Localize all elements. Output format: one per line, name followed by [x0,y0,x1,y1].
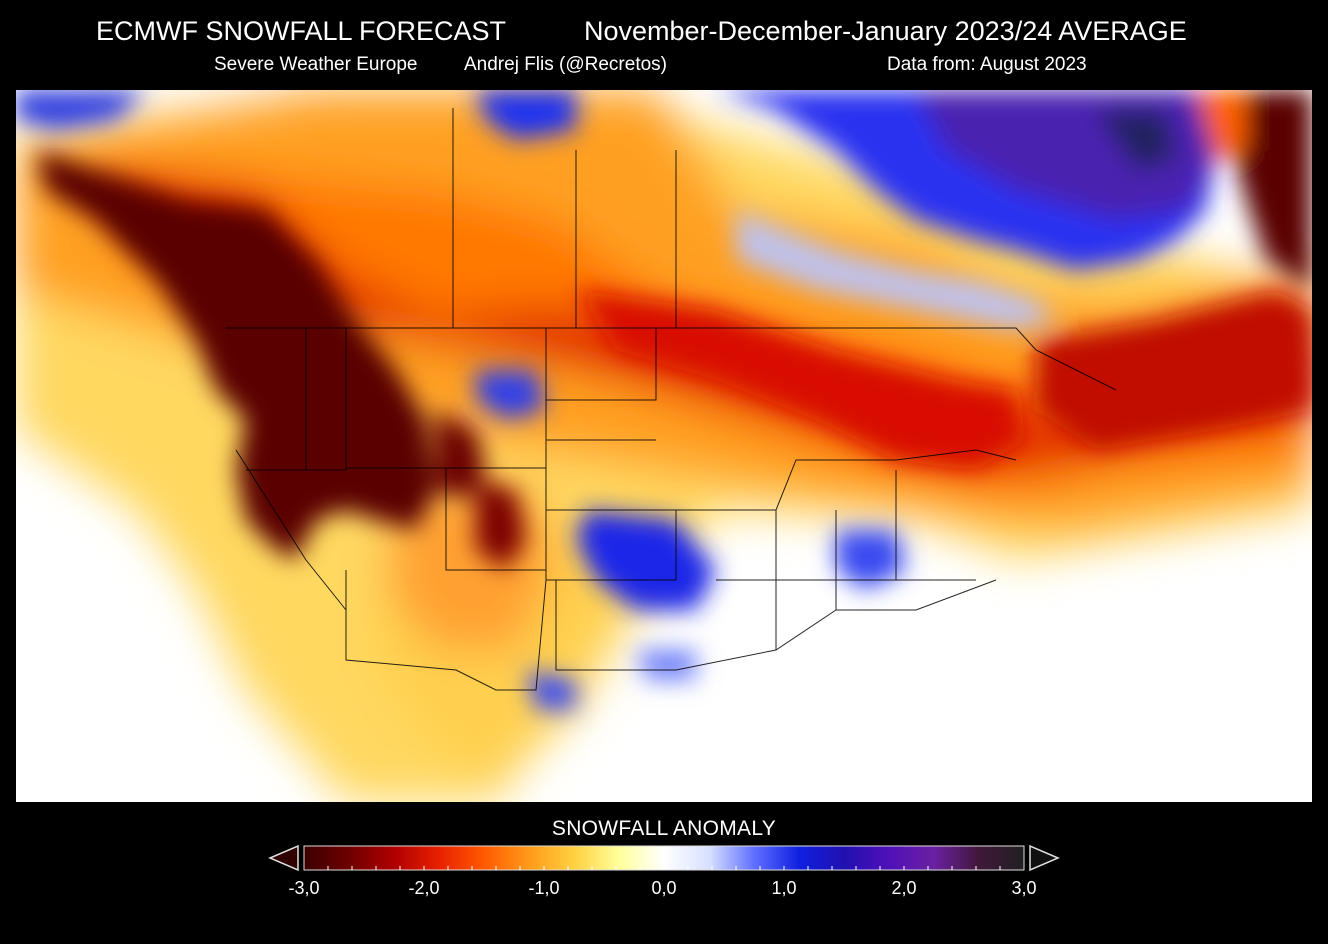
map-subtitle: Severe Weather Europe Andrej Flis (@Recr… [0,52,1328,78]
map-canvas [16,90,1312,802]
legend-tick-marks [327,866,1001,870]
legend-tick-labels: -3,0 -2,0 -1,0 0,0 1,0 2,0 3,0 [0,876,1328,902]
subtitle-data-date: Data from: August 2023 [887,54,1087,75]
legend-tick-label: -1,0 [528,878,560,898]
legend-tick-label: 2,0 [891,878,917,898]
legend-tick-label: -2,0 [408,878,440,898]
legend-upper-arrow [1029,844,1060,872]
legend-tick-label: 0,0 [651,878,677,898]
legend-bar [268,844,1060,872]
title-left: ECMWF SNOWFALL FORECAST [96,16,507,46]
state-border-line [546,328,657,401]
subtitle-author: Andrej Flis (@Recretos) [464,54,667,75]
title-right: November-December-January 2023/24 AVERAG… [584,16,1187,46]
legend-tick-label: 3,0 [1011,878,1037,898]
subtitle-site: Severe Weather Europe [214,54,418,75]
state-border-line [305,328,347,471]
legend-tick-label: -3,0 [288,878,320,898]
state-border-line [235,449,347,611]
borders-lines [226,108,1117,691]
us-mexico-border-line [345,570,547,691]
map-title: ECMWF SNOWFALL FORECAST November-Decembe… [0,13,1328,49]
legend-title: SNOWFALL ANOMALY [551,817,777,840]
color-legend [268,842,1060,878]
legend-tick-label: 1,0 [771,878,797,898]
legend-lower-arrow [268,844,299,872]
anomaly-field-detail [16,90,1312,710]
snowfall-anomaly-map [16,90,1312,802]
us-canada-border-line [226,327,1117,391]
state-border-line [676,449,1017,511]
